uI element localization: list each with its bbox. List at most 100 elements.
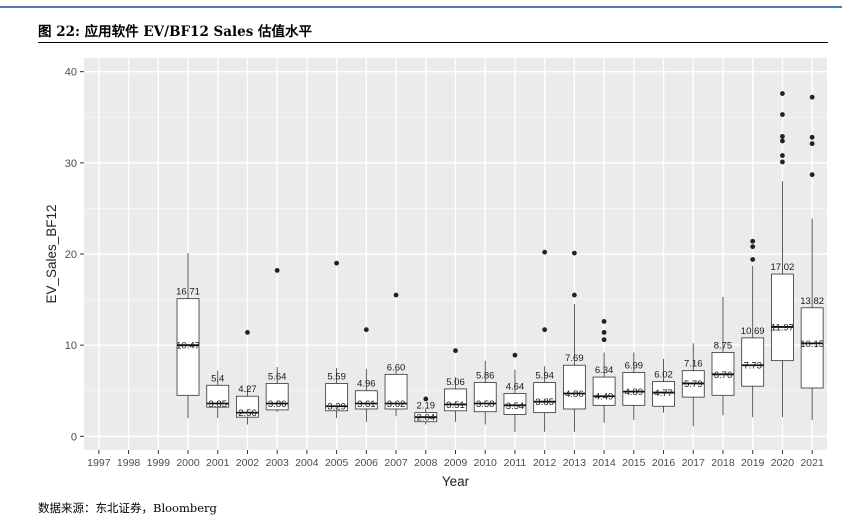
median-value-label: 2.04: [417, 413, 436, 424]
box-iqr: [325, 383, 349, 412]
box-2000: 16.71 10.47: [176, 253, 200, 419]
median-value-label: 4.86: [565, 389, 584, 400]
x-tick-label: 2016: [652, 457, 676, 469]
top-value-label: 6.02: [654, 370, 673, 381]
box-iqr: [473, 382, 497, 413]
median-value-label: 10.47: [176, 341, 200, 352]
outlier-point: [809, 94, 815, 100]
x-tick-label: 2003: [266, 457, 290, 469]
median-value-label: 3.51: [446, 400, 465, 411]
x-tick-label: 2005: [325, 457, 349, 469]
outlier-point: [750, 238, 756, 244]
box-iqr: [354, 390, 378, 410]
median-value-label: 10.15: [800, 339, 824, 350]
top-value-label: 5.64: [268, 371, 287, 382]
box-iqr: [562, 364, 586, 410]
median-value-label: 3.54: [506, 401, 525, 412]
x-tick-label: 2008: [414, 457, 438, 469]
x-tick-label: 1999: [147, 457, 171, 469]
x-tick-label: 2002: [236, 457, 260, 469]
x-tick-label: 2017: [682, 457, 706, 469]
x-tick-label: 2007: [384, 457, 408, 469]
box-2021: 13.82 10.15: [800, 94, 824, 420]
x-tick-label: 2019: [741, 457, 765, 469]
y-tick-label: 20: [65, 249, 77, 261]
outlier-point: [542, 249, 548, 255]
outlier-point: [571, 292, 577, 298]
median-value-label: 3.61: [357, 399, 376, 410]
outlier-point: [750, 244, 756, 250]
top-value-label: 5.06: [446, 377, 465, 388]
outlier-point: [780, 112, 785, 117]
box-2019: 10.69 7.73: [741, 238, 765, 418]
y-tick-label: 40: [65, 67, 77, 79]
box-iqr: [652, 381, 675, 407]
outlier-point: [601, 337, 607, 343]
top-value-label: 7.69: [565, 353, 584, 364]
x-tick-label: 1997: [87, 457, 111, 469]
top-value-label: 10.69: [741, 326, 765, 337]
x-tick-label: 2006: [355, 457, 379, 469]
box-2016: 6.02 4.77: [652, 358, 675, 413]
median-value-label: 3.86: [268, 399, 287, 410]
median-value-label: 5.79: [684, 379, 703, 390]
top-value-label: 6.60: [387, 362, 406, 373]
box-2015: 6.99 4.89: [622, 352, 646, 420]
figure-title: 图 22: 应用软件 EV/BF12 Sales 估值水平: [38, 24, 313, 40]
box-iqr: [592, 376, 616, 406]
outlier-point: [363, 327, 369, 333]
source-note: 数据来源：东北证券，Bloomberg: [38, 501, 217, 515]
x-tick-label: 2010: [474, 457, 498, 469]
box-2002: 4.27 2.56: [236, 330, 259, 425]
box-2017: 7.16 5.79: [681, 343, 705, 427]
top-rule: [0, 6, 842, 8]
box-2003: 5.64 3.86: [265, 268, 289, 412]
x-tick-label: 2014: [592, 457, 616, 469]
top-value-label: 5.94: [535, 371, 554, 382]
median-value-label: 4.77: [654, 388, 673, 399]
outlier-point: [809, 172, 815, 178]
median-value-label: 3.29: [327, 402, 346, 413]
x-tick-label: 2018: [711, 457, 735, 469]
box-2011: 4.64 3.54: [503, 352, 527, 432]
box-iqr: [503, 393, 527, 415]
x-tick-label: 2021: [800, 457, 824, 469]
top-value-label: 6.99: [625, 361, 644, 372]
top-value-label: 13.82: [800, 296, 824, 307]
box-iqr: [771, 273, 794, 362]
box-2007: 6.60 3.62: [384, 292, 408, 417]
box-2010: 5.86 3.58: [473, 360, 497, 425]
y-tick-label: 0: [71, 431, 77, 443]
top-value-label: 4.96: [357, 379, 376, 390]
axes-layer: 0 10 20 30 40 1997 1998 1999 2000 2001 2002 2003 200…: [65, 67, 824, 469]
box-iqr: [622, 372, 646, 406]
box-iqr: [444, 388, 467, 412]
median-value-label: 11.97: [771, 322, 794, 333]
x-tick-label: 1998: [117, 457, 141, 469]
median-value-label: 2.56: [238, 408, 257, 419]
title-rule: [38, 42, 828, 43]
outlier-point: [780, 91, 785, 96]
top-value-label: 5.86: [476, 371, 495, 382]
top-value-label: 2.19: [417, 401, 436, 412]
top-value-label: 4.27: [238, 384, 257, 395]
outlier-point: [245, 330, 250, 335]
x-tick-label: 2004: [295, 457, 319, 469]
outlier-point: [393, 292, 399, 298]
median-value-label: 7.73: [743, 361, 762, 372]
median-value-label: 6.76: [714, 370, 733, 381]
top-value-label: 17.02: [771, 262, 795, 273]
box-2008: 2.192.04: [414, 396, 438, 425]
y-axis-label: EV_Sales_BF12: [44, 204, 59, 303]
median-value-label: 4.49: [595, 392, 614, 403]
top-value-label: 16.71: [176, 287, 200, 298]
box-2012: 5.94 3.85: [533, 249, 557, 432]
outlier-point: [512, 352, 518, 358]
median-value-label: 4.89: [625, 387, 644, 398]
median-value-label: 3.85: [535, 397, 554, 408]
box-iqr: [741, 337, 765, 387]
box-iqr: [206, 384, 230, 408]
x-tick-label: 2011: [504, 457, 527, 469]
box-2018: 8.75 6.76: [711, 296, 735, 416]
